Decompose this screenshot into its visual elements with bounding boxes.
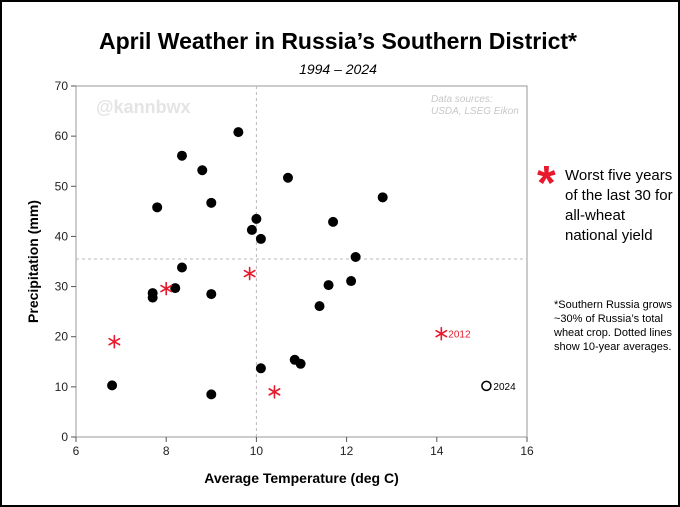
y-tick-label: 10 [55, 380, 69, 394]
x-tick-label: 12 [340, 444, 354, 458]
worst-year-point [268, 385, 281, 399]
point-label: 2012 [448, 330, 471, 341]
data-point [170, 283, 181, 294]
point-label: 2024 [493, 382, 516, 393]
data-point [323, 280, 334, 291]
data-point [246, 224, 257, 235]
data-point [233, 127, 244, 138]
worst-year-point [108, 334, 121, 349]
y-tick-label: 70 [55, 79, 69, 93]
data-point-2024 [481, 380, 492, 392]
data-point [295, 358, 306, 369]
footnote: *Southern Russia grows ~30% of Russia’s … [554, 299, 673, 353]
plot-area [75, 85, 528, 438]
x-tick-label: 6 [73, 444, 80, 458]
y-axis-label: Precipitation (mm) [25, 200, 41, 323]
x-axis-label: Average Temperature (deg C) [204, 470, 399, 486]
data-point [255, 233, 266, 244]
y-tick-label: 60 [55, 129, 69, 143]
data-point [197, 165, 208, 176]
data-point [350, 251, 361, 262]
data-point [314, 301, 325, 312]
source-line: Data sources: [431, 94, 493, 105]
chart-title: April Weather in Russia’s Southern Distr… [99, 28, 577, 54]
x-tick-label: 10 [250, 444, 264, 458]
data-point [206, 197, 217, 208]
legend-label: Worst five years of the last 30 for all-… [565, 167, 673, 244]
data-point [147, 292, 158, 303]
x-tick-label: 8 [163, 444, 170, 458]
data-point [282, 172, 293, 183]
data-point [152, 202, 163, 213]
data-point [346, 276, 357, 287]
data-point [176, 262, 187, 273]
y-tick-label: 40 [55, 229, 69, 243]
data-point [107, 380, 118, 391]
asterisk-icon: * [537, 157, 556, 210]
data-point [251, 213, 262, 224]
y-tick-label: 50 [55, 179, 69, 193]
data-point [206, 389, 217, 400]
x-tick-label: 14 [430, 444, 444, 458]
worst-year-point [160, 281, 173, 296]
x-tick-label: 16 [520, 444, 534, 458]
data-point [206, 289, 217, 300]
worst-year-point [243, 266, 256, 281]
chart-subtitle: 1994 – 2024 [299, 61, 377, 77]
data-point [176, 150, 187, 161]
worst-year-point [435, 326, 448, 341]
source-line: USDA, LSEG Eikon [431, 106, 519, 117]
watermark: @kannbwx [96, 97, 191, 117]
y-tick-label: 20 [55, 330, 69, 344]
data-point [328, 216, 339, 227]
data-point [377, 192, 388, 203]
data-point [255, 363, 266, 374]
y-tick-label: 0 [61, 430, 68, 444]
y-tick-label: 30 [55, 280, 69, 294]
